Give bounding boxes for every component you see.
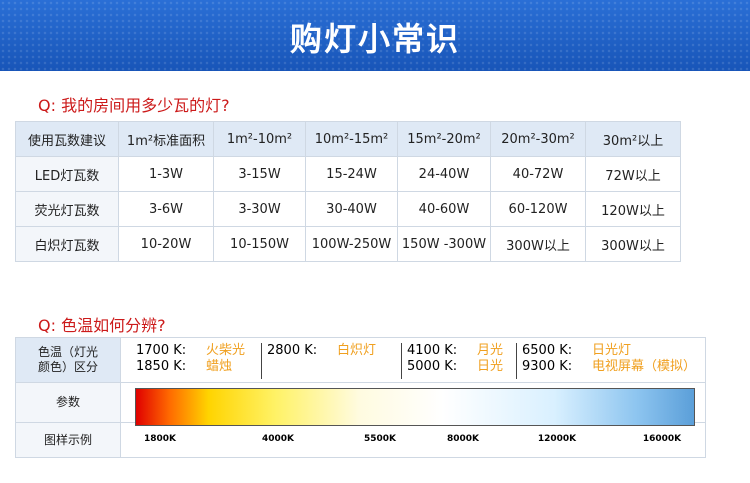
header-cell: 1m²-10m² (214, 122, 306, 157)
table-cell: 荧光灯瓦数 (16, 192, 119, 227)
header-cell: 15m²-20m² (398, 122, 491, 157)
temp-line: 1700 K: 火柴光 (136, 343, 261, 359)
header-cell: 使用瓦数建议 (16, 122, 119, 157)
table-cell: 150W -300W (398, 227, 491, 262)
title: 购灯小常识 (289, 20, 460, 58)
temp-desc: 日光 (477, 359, 504, 374)
temp-value: 9300 K: (522, 359, 573, 374)
table-cell: 3-15W (214, 157, 306, 192)
scale-label: 1800K (143, 434, 177, 444)
gradient-bar (135, 388, 695, 426)
table-cell: 120W以上 (586, 192, 681, 227)
table-cell: 24-40W (398, 157, 491, 192)
table-cell: 10-150W (214, 227, 306, 262)
scale-label: 16000K (642, 434, 682, 444)
scale-label: 5500K (363, 434, 397, 444)
label-line: 色温（灯光 (37, 345, 98, 359)
temp-value: 2800 K: (267, 343, 318, 358)
temp-desc: 火柴光 (206, 343, 246, 358)
table-cell: 白炽灯瓦数 (16, 227, 119, 262)
row-label: 图样示例 (16, 423, 121, 458)
row-body (121, 423, 706, 458)
label-line: 颜色）区分 (37, 360, 98, 374)
temp-value: 1850 K: (136, 359, 187, 374)
scale-label: 4000K (261, 434, 295, 444)
scale-label: 8000K (446, 434, 480, 444)
temp-desc: 蜡烛 (206, 359, 233, 374)
header-cell: 30m²以上 (586, 122, 681, 157)
temp-line: 6500 K: 日光灯 (522, 343, 706, 359)
table-cell: LED灯瓦数 (16, 157, 119, 192)
table-cell: 10-20W (119, 227, 214, 262)
temp-line: 9300 K: 电视屏幕（模拟） (522, 359, 706, 375)
row-label: 色温（灯光 颜色）区分 (16, 338, 121, 383)
temp-line: 4100 K: 月光 (407, 343, 514, 359)
temp-desc: 日光灯 (592, 343, 632, 358)
header-cell: 1m²标准面积 (119, 122, 214, 157)
table-cell: 30-40W (306, 192, 398, 227)
temp-group: 6500 K: 日光灯 9300 K: 电视屏幕（模拟） (516, 343, 706, 379)
table-cell: 40-60W (398, 192, 491, 227)
temp-value: 4100 K: (407, 343, 458, 358)
table-cell: 3-30W (214, 192, 306, 227)
temp-line: 1850 K: 蜡烛 (136, 359, 261, 375)
table-cell: 72W以上 (586, 157, 681, 192)
table-cell: 60-120W (491, 192, 586, 227)
row-body (121, 338, 706, 383)
table-cell: 15-24W (306, 157, 398, 192)
question: Q: 色温如何分辨? (38, 316, 166, 335)
table-cell: 40-72W (491, 157, 586, 192)
temp-desc: 月光 (477, 343, 504, 358)
temp-line: 2800 K: 白炽灯 (267, 343, 399, 359)
temp-value: 1700 K: (136, 343, 187, 358)
table-cell: 300W以上 (491, 227, 586, 262)
temp-desc: 白炽灯 (337, 343, 377, 358)
table-cell: 300W以上 (586, 227, 681, 262)
header-cell: 10m²-15m² (306, 122, 398, 157)
table-cell: 100W-250W (306, 227, 398, 262)
table-cell: 1-3W (119, 157, 214, 192)
temp-line: 5000 K: 日光 (407, 359, 514, 375)
question: Q: 我的房间用多少瓦的灯? (38, 96, 230, 115)
temp-group: 2800 K: 白炽灯 (261, 343, 399, 379)
scale-label: 12000K (537, 434, 577, 444)
color-temp-table: 色温（灯光 颜色）区分 参数 图样示例 1700 K: 火柴光 1850 K: 蜡烛 2800 … (15, 337, 706, 458)
temp-group: 1700 K: 火柴光 1850 K: 蜡烛 (136, 343, 261, 379)
watt-table: 使用瓦数建议 1m²标准面积 1m²-10m² 10m²-15m² 15m²-20m² 2… (15, 121, 681, 262)
table-cell: 3-6W (119, 192, 214, 227)
temp-group: 4100 K: 月光 5000 K: 日光 (401, 343, 514, 379)
header-cell: 20m²-30m² (491, 122, 586, 157)
temp-value: 5000 K: (407, 359, 458, 374)
temp-desc: 电视屏幕（模拟） (592, 359, 697, 374)
banner (0, 0, 750, 71)
row-label: 参数 (16, 383, 121, 423)
temp-value: 6500 K: (522, 343, 573, 358)
